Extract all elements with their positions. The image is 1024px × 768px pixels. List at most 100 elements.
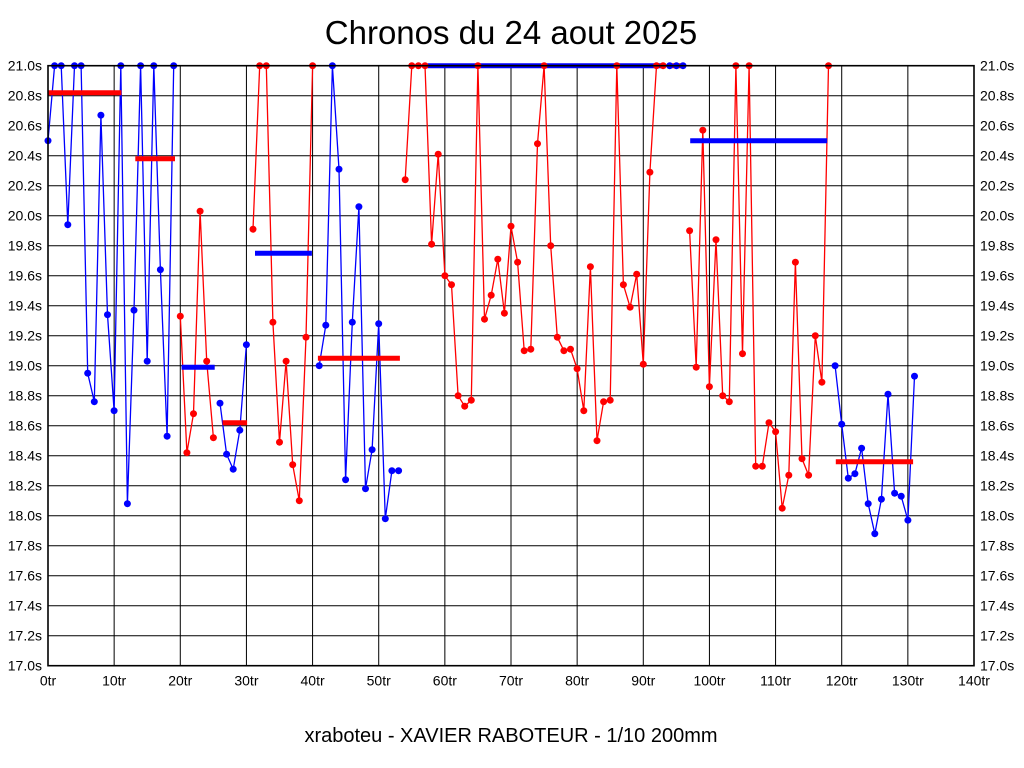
x-axis-label: 140tr xyxy=(958,673,990,689)
x-axis-label: 110tr xyxy=(760,673,791,689)
data-point xyxy=(335,165,343,173)
data-point xyxy=(560,347,568,355)
y-axis-label-right: 18.2s xyxy=(980,478,1014,494)
y-axis-label-right: 18.0s xyxy=(980,508,1014,524)
data-point xyxy=(805,471,813,479)
series-line-run-1 xyxy=(47,65,175,504)
y-axis-label-right: 21.0s xyxy=(980,58,1014,74)
x-axis-label: 20tr xyxy=(168,673,192,689)
data-point xyxy=(130,306,138,314)
y-axis-label-left: 17.6s xyxy=(8,568,42,584)
data-point xyxy=(190,410,197,418)
data-point xyxy=(461,402,469,410)
data-point xyxy=(818,378,826,386)
data-point xyxy=(580,407,588,415)
data-point xyxy=(448,281,455,289)
data-point xyxy=(302,333,310,341)
x-axis-label: 30tr xyxy=(234,673,258,689)
y-axis-label-right: 20.6s xyxy=(980,118,1014,134)
x-axis-label: 40tr xyxy=(301,673,325,689)
y-axis-label-right: 20.8s xyxy=(980,88,1014,104)
data-point xyxy=(765,419,773,427)
data-points xyxy=(44,62,918,538)
data-point xyxy=(401,176,409,184)
data-point xyxy=(838,420,846,428)
data-point xyxy=(289,461,297,469)
data-point xyxy=(322,321,330,329)
data-point xyxy=(791,258,799,266)
data-point xyxy=(719,392,727,400)
y-axis-label-right: 18.8s xyxy=(980,388,1014,404)
x-axis-label: 80tr xyxy=(565,673,589,689)
data-point xyxy=(295,497,303,505)
data-point xyxy=(216,399,224,407)
data-point xyxy=(785,471,793,479)
y-axis-label-right: 19.2s xyxy=(980,328,1014,344)
average-lines xyxy=(48,63,914,465)
data-point xyxy=(209,434,217,442)
y-axis-label-right: 20.0s xyxy=(980,208,1014,224)
y-axis-label-left: 17.8s xyxy=(8,538,42,554)
chart-title: Chronos du 24 aout 2025 xyxy=(325,14,697,51)
data-point xyxy=(699,126,707,134)
data-point xyxy=(104,311,111,319)
data-point xyxy=(242,341,250,349)
data-point xyxy=(84,369,92,377)
y-axis-label-left: 20.0s xyxy=(8,208,42,224)
series-line-run-5 xyxy=(318,65,399,519)
data-point xyxy=(487,291,495,299)
data-point xyxy=(851,470,859,478)
data-point xyxy=(368,446,376,454)
data-point xyxy=(778,504,786,512)
y-axis-label-left: 17.4s xyxy=(8,598,42,614)
data-point xyxy=(388,467,396,475)
data-point xyxy=(600,398,608,406)
data-point xyxy=(223,450,231,458)
data-point xyxy=(441,272,449,280)
y-axis-label-left: 21.0s xyxy=(8,58,42,74)
x-axis-label: 90tr xyxy=(631,673,655,689)
data-point xyxy=(249,225,257,233)
data-point xyxy=(156,266,164,274)
y-axis-label-right: 19.4s xyxy=(980,298,1014,314)
data-point xyxy=(633,270,641,278)
data-point xyxy=(567,345,574,353)
data-point xyxy=(891,489,899,497)
data-point xyxy=(229,465,237,473)
data-point xyxy=(90,398,98,406)
y-axis-label-left: 18.2s xyxy=(8,478,42,494)
y-axis-label-left: 18.4s xyxy=(8,448,42,464)
data-point xyxy=(500,309,508,317)
data-point xyxy=(507,222,515,230)
data-point xyxy=(573,365,581,373)
data-point xyxy=(348,318,356,326)
y-axis-label-left: 18.0s xyxy=(8,508,42,524)
data-point xyxy=(276,438,283,446)
y-axis-label-right: 20.2s xyxy=(980,178,1014,194)
data-point xyxy=(514,258,522,266)
data-point xyxy=(110,407,118,415)
y-axis-label-right: 18.4s xyxy=(980,448,1014,464)
data-point xyxy=(269,318,277,326)
x-axis-label: 50tr xyxy=(367,673,391,689)
data-point xyxy=(520,347,528,355)
data-point xyxy=(692,363,700,371)
data-point xyxy=(196,207,204,215)
data-point xyxy=(454,392,462,400)
data-point xyxy=(897,492,905,500)
series-line-run-4 xyxy=(252,65,314,501)
data-point xyxy=(725,398,733,406)
data-point xyxy=(864,500,872,508)
data-point xyxy=(203,357,211,365)
data-point xyxy=(871,530,879,538)
y-axis-label-left: 18.6s xyxy=(8,418,42,434)
y-axis-label-right: 17.2s xyxy=(980,628,1014,644)
data-point xyxy=(646,168,654,176)
data-point xyxy=(705,383,713,391)
data-point xyxy=(97,111,105,119)
y-axis-label-left: 19.8s xyxy=(8,238,42,254)
y-axis-label-right: 19.8s xyxy=(980,238,1014,254)
data-point xyxy=(593,437,601,445)
data-point xyxy=(547,242,555,250)
